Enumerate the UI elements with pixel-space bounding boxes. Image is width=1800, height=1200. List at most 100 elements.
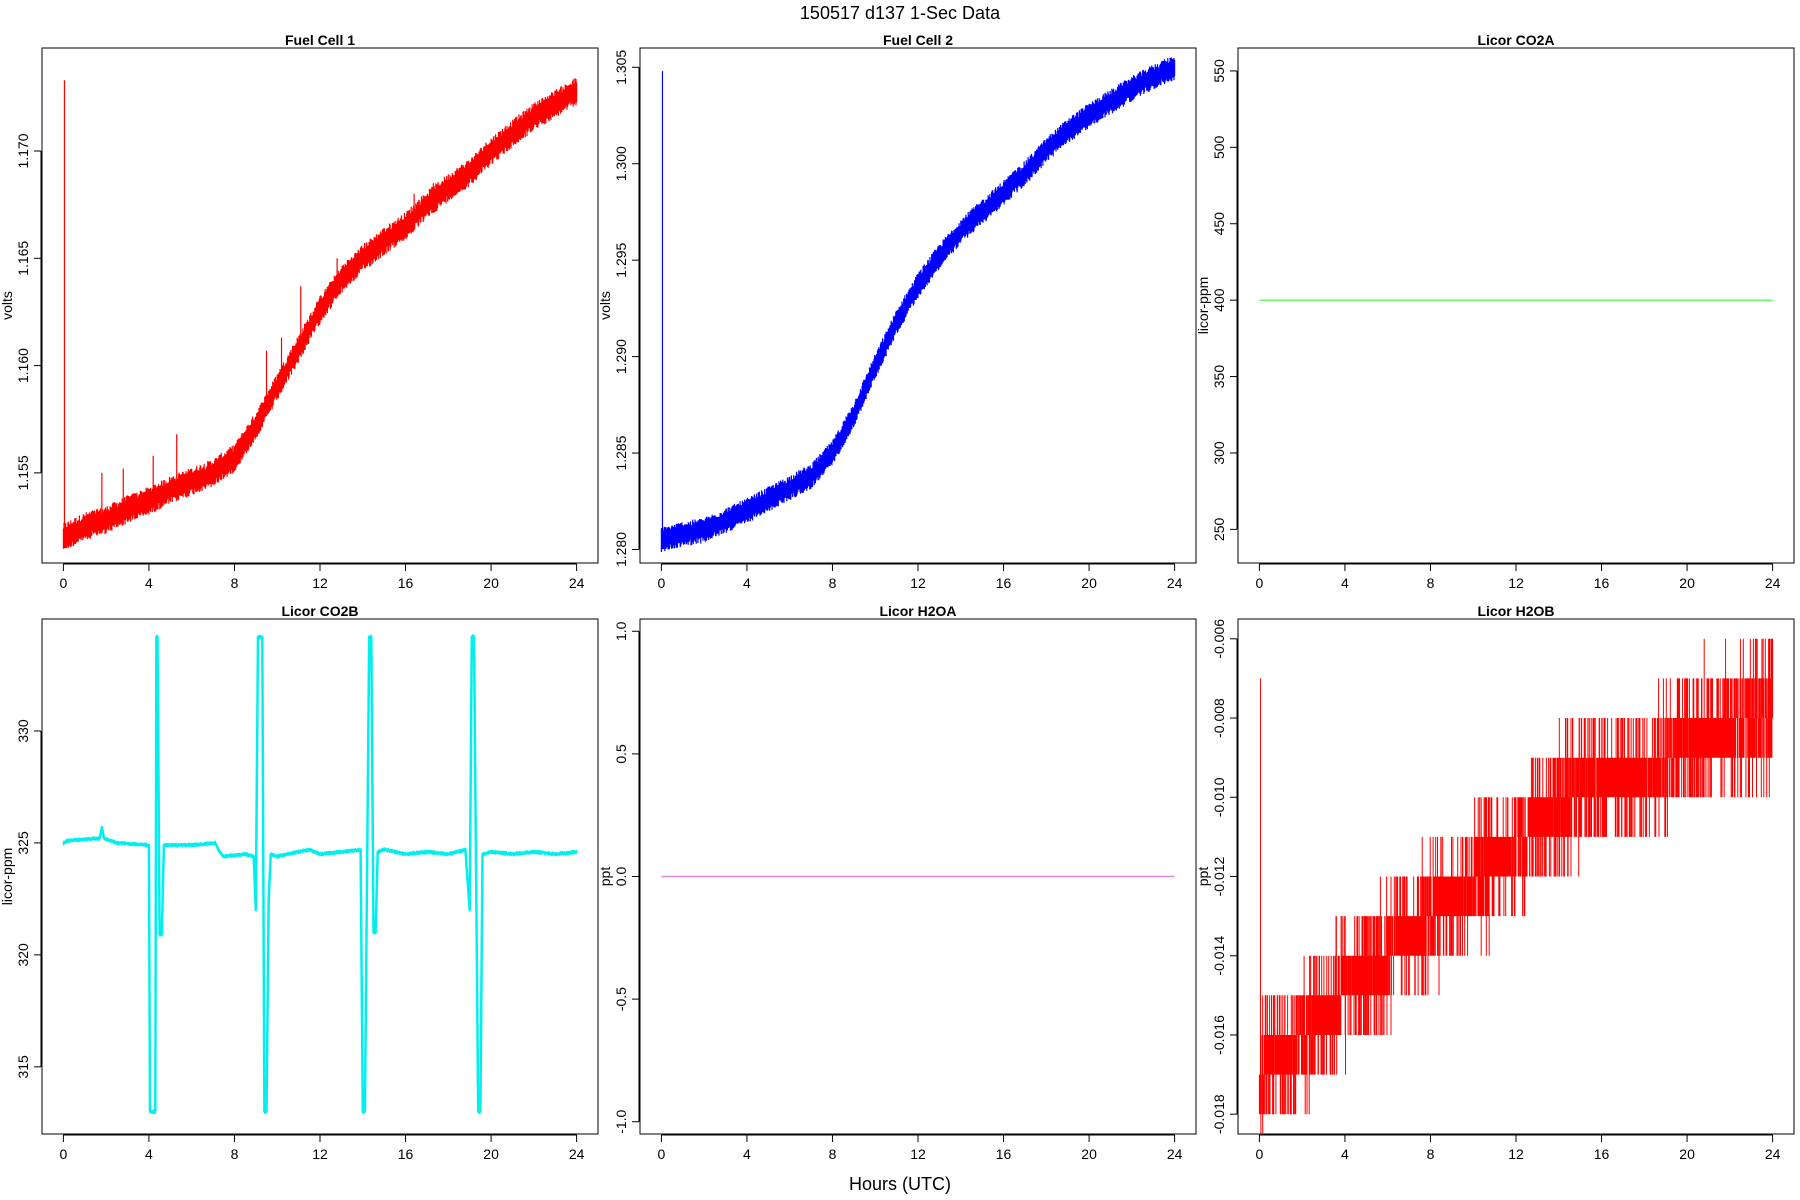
y-tick-label: -0.014 (1211, 936, 1227, 976)
y-axis-label: licor-ppm (0, 848, 15, 906)
plot-frame (41, 618, 599, 1135)
panels: Fuel Cell 1 volts 0 4 8 12 16 20 24 1.155 1.160 1.1… (0, 32, 1795, 1162)
panel-title: Fuel Cell 1 (285, 32, 355, 48)
y-axis-label: licor-ppm (1195, 277, 1211, 335)
plot-frame (41, 47, 599, 564)
x-tick-label: 24 (1765, 1146, 1781, 1162)
y-tick-label: -1.0 (613, 1109, 629, 1133)
x-tick-label: 16 (1594, 1146, 1610, 1162)
y-tick-label: -0.006 (1211, 619, 1227, 659)
x-axis-label: Hours (UTC) (849, 1174, 951, 1194)
x-tick-label: 8 (1427, 575, 1435, 591)
y-axis-label: ppt (1195, 867, 1211, 887)
y-tick-label: 1.160 (15, 348, 31, 383)
y-tick-label: 0.5 (613, 744, 629, 764)
panel-title: Licor CO2A (1477, 32, 1554, 48)
data-layer (62, 634, 578, 1114)
x-tick-label: 8 (1427, 1146, 1435, 1162)
panel-5: Licor H2OA ppt 0 4 8 12 16 20 24 -1.0 -0.5 0.0 0.5 1.… (597, 603, 1197, 1162)
x-tick-label: 16 (398, 1146, 414, 1162)
x-tick-label: 4 (1341, 575, 1349, 591)
y-tick-label: -0.018 (1211, 1094, 1227, 1134)
x-tick-label: 12 (312, 1146, 328, 1162)
series-steps (1258, 638, 1774, 1134)
y-tick-label: 350 (1211, 365, 1227, 389)
y-axis-label: ppt (597, 867, 613, 887)
y-tick-label: 550 (1211, 59, 1227, 83)
x-tick-label: 4 (145, 575, 153, 591)
panel-title: Fuel Cell 2 (883, 32, 953, 48)
panel-title: Licor H2OA (879, 603, 956, 619)
series-line (661, 66, 1176, 542)
y-tick-label: 330 (15, 719, 31, 743)
series-line (62, 89, 578, 539)
x-tick-label: 12 (910, 1146, 926, 1162)
plot-frame (639, 47, 1197, 564)
y-tick-label: -0.008 (1211, 698, 1227, 738)
y-axis-label: volts (0, 291, 15, 320)
x-tick-label: 0 (59, 575, 67, 591)
plot-frame (639, 618, 1197, 1135)
x-tick-label: 8 (231, 575, 239, 591)
x-tick-label: 20 (1081, 1146, 1097, 1162)
y-tick-label: 300 (1211, 441, 1227, 465)
y-tick-label: 500 (1211, 135, 1227, 159)
plot-frame (1237, 47, 1795, 564)
x-tick-label: 24 (569, 1146, 585, 1162)
x-tick-label: 20 (483, 575, 499, 591)
panel-6: Licor H2OB ppt 0 4 8 12 16 20 24 -0.018 -0.016 -0.0… (1195, 603, 1795, 1162)
data-layer (62, 78, 578, 549)
series-line (62, 635, 577, 1113)
panel-3: Licor CO2A licor-ppm 0 4 8 12 16 20 24 250 300 350 4… (1195, 32, 1795, 591)
figure-title: 150517 d137 1-Sec Data (800, 3, 1001, 23)
y-tick-label: 1.290 (613, 339, 629, 374)
x-tick-label: 24 (1765, 575, 1781, 591)
y-tick-label: 1.165 (15, 241, 31, 276)
x-tick-label: 0 (657, 1146, 665, 1162)
panel-2: Fuel Cell 2 volts 0 4 8 12 16 20 24 1.280 1.285 1.2… (597, 32, 1197, 591)
y-tick-label: 1.170 (15, 133, 31, 168)
x-tick-label: 0 (1255, 575, 1263, 591)
x-tick-label: 20 (483, 1146, 499, 1162)
panel-title: Licor H2OB (1477, 603, 1554, 619)
y-tick-label: 400 (1211, 288, 1227, 312)
plot-frame (1237, 618, 1795, 1135)
x-tick-label: 12 (312, 575, 328, 591)
x-tick-label: 12 (910, 575, 926, 591)
data-layer (1258, 638, 1774, 1134)
y-axis-label: volts (597, 291, 613, 320)
y-tick-label: 1.285 (613, 435, 629, 470)
x-tick-label: 20 (1679, 575, 1695, 591)
x-tick-label: 16 (996, 575, 1012, 591)
y-tick-label: 1.280 (613, 532, 629, 567)
x-tick-label: 0 (59, 1146, 67, 1162)
y-tick-label: 250 (1211, 517, 1227, 541)
x-tick-label: 0 (657, 575, 665, 591)
x-tick-label: 16 (996, 1146, 1012, 1162)
data-layer (660, 57, 1176, 552)
x-tick-label: 16 (1594, 575, 1610, 591)
x-tick-label: 24 (569, 575, 585, 591)
x-tick-label: 4 (743, 575, 751, 591)
x-tick-label: 8 (231, 1146, 239, 1162)
panel-1: Fuel Cell 1 volts 0 4 8 12 16 20 24 1.155 1.160 1.1… (0, 32, 599, 591)
x-tick-label: 8 (829, 575, 837, 591)
y-tick-label: -0.5 (613, 987, 629, 1011)
x-tick-label: 4 (145, 1146, 153, 1162)
y-tick-label: 1.155 (15, 455, 31, 490)
x-tick-label: 20 (1081, 575, 1097, 591)
y-tick-label: 0.0 (613, 867, 629, 887)
y-tick-label: -0.016 (1211, 1015, 1227, 1055)
y-tick-label: 1.305 (613, 50, 629, 85)
y-tick-label: -0.012 (1211, 856, 1227, 896)
x-tick-label: 20 (1679, 1146, 1695, 1162)
y-tick-label: 315 (15, 1055, 31, 1079)
x-tick-label: 8 (829, 1146, 837, 1162)
y-tick-label: 1.300 (613, 146, 629, 181)
y-tick-label: 1.0 (613, 621, 629, 641)
x-tick-label: 16 (398, 575, 414, 591)
y-tick-label: -0.010 (1211, 777, 1227, 817)
x-tick-label: 24 (1167, 1146, 1183, 1162)
x-tick-label: 24 (1167, 575, 1183, 591)
